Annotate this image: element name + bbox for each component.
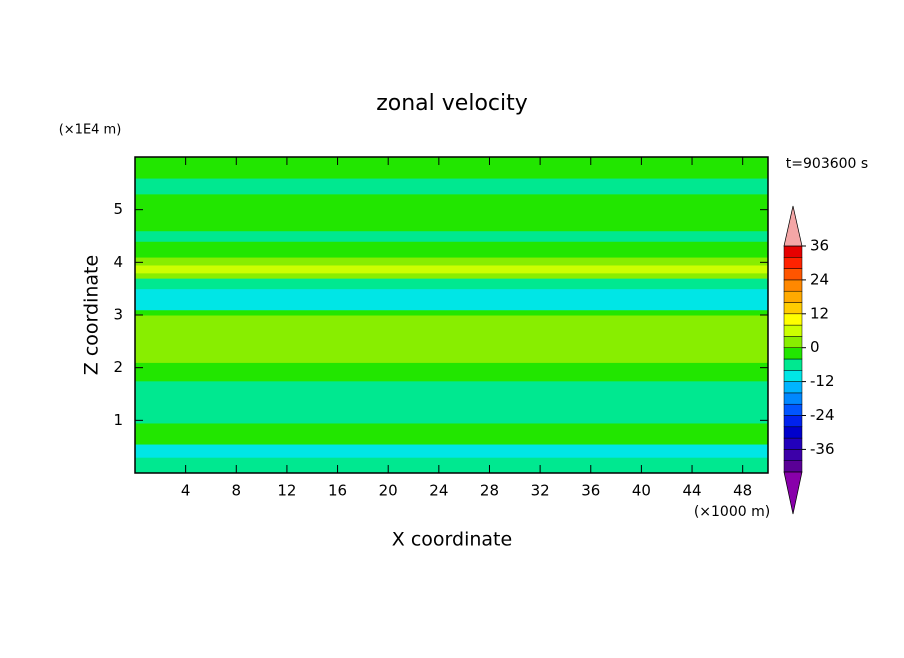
contour-band <box>135 422 768 445</box>
time-label: t=903600 s <box>786 156 868 172</box>
contour-band <box>135 315 768 353</box>
contour-band <box>135 178 768 195</box>
y-tick-label: 5 <box>113 200 123 218</box>
colorbar-box <box>783 415 803 428</box>
colorbar-tick-label: -36 <box>810 440 835 458</box>
x-tick-label: 24 <box>429 482 448 500</box>
x-tick-label: 4 <box>181 482 191 500</box>
contour-band <box>135 272 768 279</box>
colorbar-over <box>783 205 803 247</box>
contour-band <box>135 257 768 266</box>
x-tick-label: 40 <box>632 482 651 500</box>
colorbar-box <box>783 257 803 269</box>
colorbar-box <box>783 324 803 337</box>
y-tick-label: 4 <box>113 253 123 271</box>
x-tick-label: 8 <box>232 482 242 500</box>
colorbar-box <box>783 302 803 315</box>
x-tick-label: 36 <box>581 482 600 500</box>
contour-band <box>135 193 768 232</box>
contour-band <box>135 278 768 290</box>
colorbar-box <box>783 268 803 281</box>
colorbar-box <box>783 449 803 461</box>
colorbar-box <box>783 370 803 382</box>
colorbar-box <box>783 347 803 360</box>
colorbar-tick-label: -24 <box>810 406 835 424</box>
contour-band <box>135 380 768 411</box>
chart-title: zonal velocity <box>376 91 528 116</box>
colorbar-tick-label: 0 <box>810 338 820 356</box>
contour-band <box>135 157 768 179</box>
contour-band <box>135 264 768 274</box>
colorbar-box <box>783 426 803 439</box>
contour-band <box>135 230 768 242</box>
colorbar-box <box>783 392 803 405</box>
y-axis-label: Z coordinate <box>81 255 103 375</box>
x-tick-label: 32 <box>531 482 550 500</box>
contour-band <box>135 444 768 458</box>
colorbar-box <box>783 290 803 303</box>
contour-band <box>135 288 768 311</box>
contour-band <box>135 241 768 258</box>
colorbar-box <box>783 358 803 371</box>
contour-band <box>135 351 768 363</box>
x-tick-label: 28 <box>480 482 499 500</box>
colorbar-tick-label: 36 <box>810 237 829 255</box>
contour-band <box>135 457 768 474</box>
y-tick-label: 2 <box>113 358 123 376</box>
colorbar-box <box>783 279 803 292</box>
x-tick-label: 20 <box>379 482 398 500</box>
x-tick-label: 12 <box>277 482 296 500</box>
colorbar-box <box>783 245 803 258</box>
colorbar-box <box>783 313 803 326</box>
colorbar-under <box>783 471 803 515</box>
colorbar-box <box>783 460 803 473</box>
colorbar-tick-label: 24 <box>810 270 829 288</box>
colorbar-box <box>783 437 803 450</box>
x-axis-label: X coordinate <box>392 529 512 551</box>
x-unit: (×1000 m) <box>694 504 770 520</box>
colorbar-box <box>783 403 803 416</box>
colorbar-tick-label: -12 <box>810 372 835 390</box>
colorbar-box <box>783 336 803 348</box>
colorbar-tick-label: 12 <box>810 304 829 322</box>
contour-band <box>135 409 768 424</box>
y-tick-label: 3 <box>113 306 123 324</box>
contour-band <box>135 309 768 316</box>
y-unit: (×1E4 m) <box>59 123 122 138</box>
x-tick-label: 44 <box>682 482 701 500</box>
colorbar-box <box>783 381 803 394</box>
x-tick-label: 16 <box>328 482 347 500</box>
y-tick-label: 1 <box>113 411 123 429</box>
contour-band <box>135 362 768 382</box>
x-tick-label: 48 <box>733 482 752 500</box>
